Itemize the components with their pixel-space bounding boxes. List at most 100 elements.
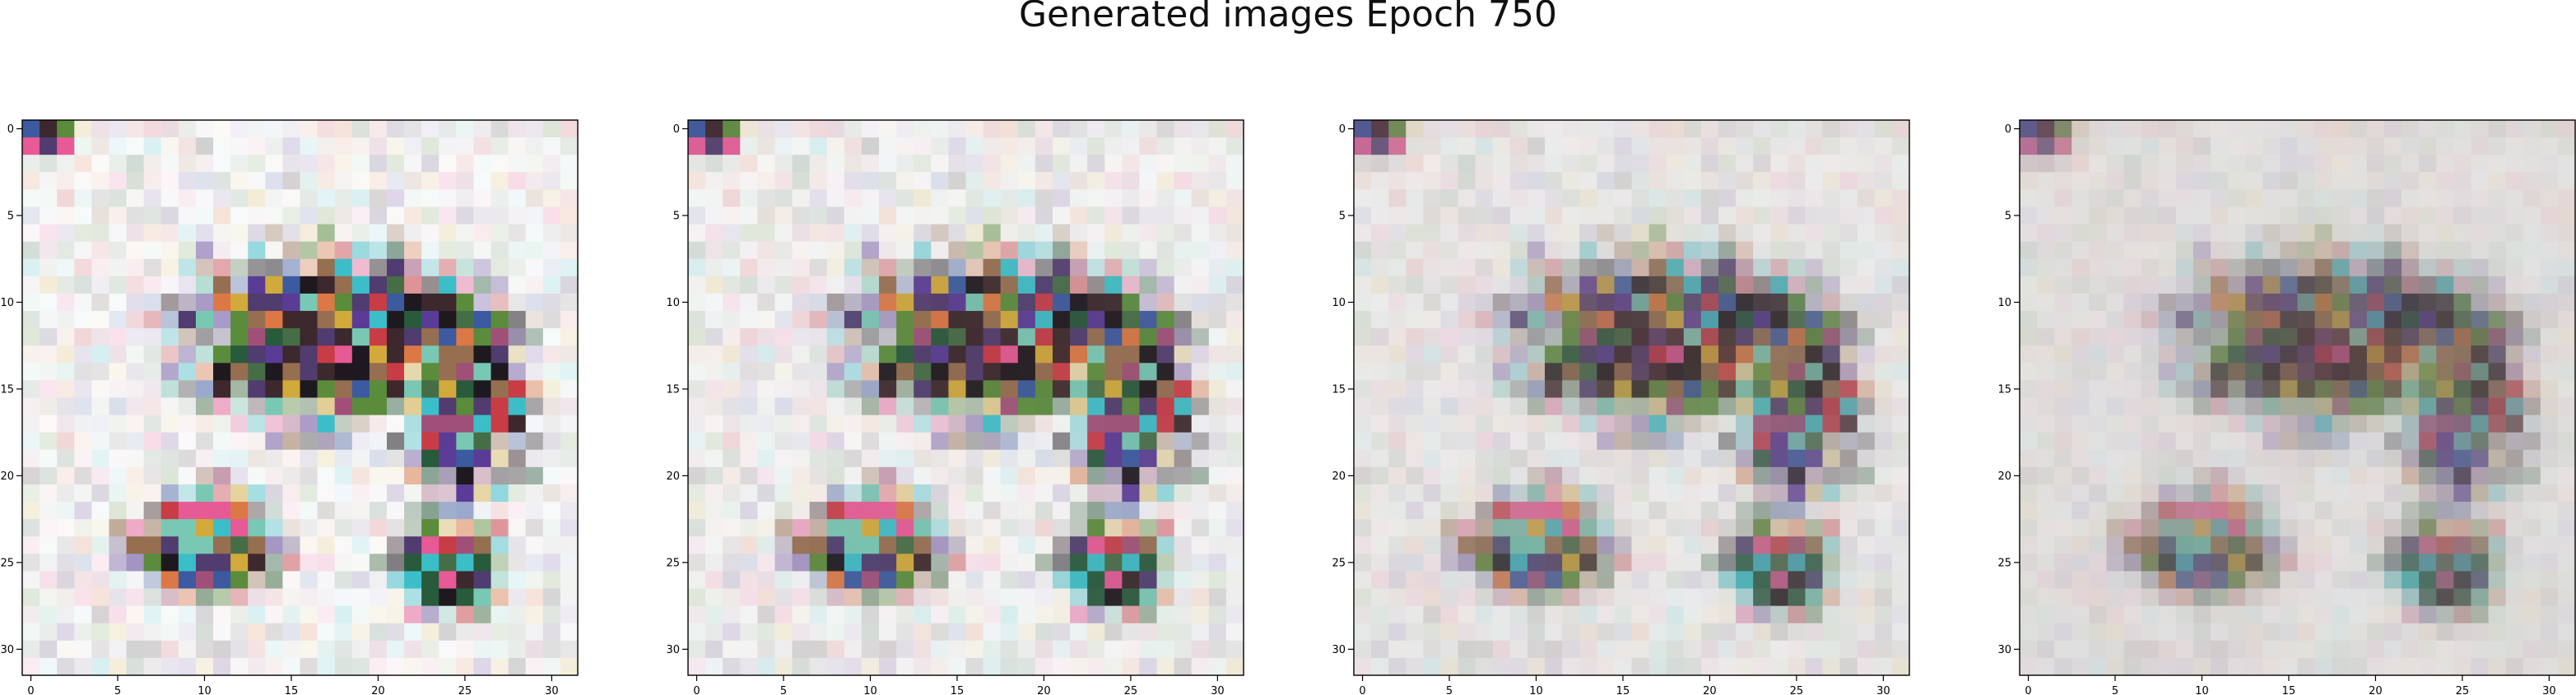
pixel-cell <box>774 397 793 415</box>
pixel-cell <box>1104 380 1123 398</box>
pixel-cell <box>809 623 828 642</box>
pixel-cell <box>2383 554 2402 572</box>
pixel-cell <box>456 120 474 138</box>
pixel-cell <box>2557 276 2576 294</box>
pixel-cell <box>2037 415 2055 433</box>
pixel-cell <box>1648 432 1667 451</box>
pixel-cell <box>525 519 544 537</box>
pixel-cell <box>2071 206 2090 225</box>
pixel-cell <box>508 657 527 676</box>
pixel-cell <box>896 449 914 468</box>
pixel-cell <box>1770 415 1788 433</box>
pixel-cell <box>1423 466 1441 485</box>
pixel-cell <box>473 623 491 642</box>
pixel-cell <box>456 241 474 260</box>
pixel-cell <box>1052 623 1071 642</box>
pixel-cell <box>160 206 179 225</box>
pixel-cell <box>1822 536 1841 554</box>
pixel-cell <box>126 224 145 243</box>
pixel-cell <box>2020 536 2038 554</box>
pixel-cell <box>525 276 544 294</box>
pixel-cell <box>965 276 983 294</box>
pixel-cell <box>508 172 527 190</box>
pixel-cell <box>1070 293 1088 312</box>
pixel-cell <box>317 120 336 138</box>
pixel-cell <box>1017 172 1036 190</box>
pixel-cell <box>1000 241 1019 260</box>
pixel-cell <box>2540 657 2559 676</box>
pixel-cell <box>1174 172 1193 190</box>
pixel-cell <box>126 155 145 173</box>
pixel-cell <box>421 657 439 676</box>
pixel-cell <box>1579 189 1597 207</box>
pixel-cell <box>1000 224 1019 243</box>
pixel-cell <box>439 484 457 503</box>
pixel-cell <box>1492 466 1511 485</box>
pixel-cell <box>2436 380 2454 398</box>
pixel-cell <box>1208 328 1227 346</box>
pixel-cell <box>22 605 40 624</box>
pixel-cell <box>2262 432 2281 451</box>
pixel-cell <box>74 137 92 155</box>
pixel-cell <box>2523 519 2541 537</box>
pixel-cell <box>2488 554 2507 572</box>
pixel-cell <box>2540 484 2559 503</box>
pixel-cell <box>143 623 162 642</box>
pixel-cell <box>1753 172 1771 190</box>
pixel-cell <box>2054 345 2072 364</box>
pixel-cell <box>351 172 370 190</box>
pixel-cell <box>2402 311 2420 329</box>
pixel-cell <box>2071 293 2090 312</box>
pixel-cell <box>2245 293 2263 312</box>
pixel-cell <box>143 155 162 173</box>
y-tick-label: 20 <box>666 470 680 483</box>
pixel-cell <box>1070 536 1088 554</box>
pixel-cell <box>1156 189 1175 207</box>
pixel-cell <box>1788 571 1806 589</box>
pixel-cell <box>1070 397 1088 415</box>
pixel-cell <box>1225 311 1244 329</box>
pixel-cell <box>1035 120 1053 138</box>
pixel-cell <box>1087 432 1105 451</box>
pixel-cell <box>1891 484 1910 503</box>
pixel-cell <box>1857 276 1876 294</box>
pixel-cell <box>1822 519 1841 537</box>
pixel-cell <box>1156 345 1175 364</box>
pixel-cell <box>2557 605 2576 624</box>
pixel-cell <box>178 241 197 260</box>
pixel-cell <box>2366 502 2385 520</box>
pixel-cell <box>2211 224 2229 243</box>
pixel-cell <box>757 172 775 190</box>
pixel-cell <box>1406 120 1424 138</box>
pixel-cell <box>2262 380 2281 398</box>
pixel-cell <box>2505 293 2524 312</box>
pixel-cell <box>826 519 845 537</box>
pixel-cell <box>1648 328 1667 346</box>
pixel-cell <box>723 363 741 381</box>
pixel-cell <box>369 502 388 520</box>
pixel-cell <box>334 155 353 173</box>
pixel-cell <box>369 224 388 243</box>
pixel-cell <box>1492 258 1511 277</box>
pixel-cell <box>2211 328 2229 346</box>
pixel-cell <box>1631 328 1649 346</box>
pixel-cell <box>1208 258 1227 277</box>
pixel-cell <box>300 137 318 155</box>
pixel-cell <box>931 120 949 138</box>
pixel-cell <box>40 155 58 173</box>
pixel-cell <box>1406 328 1424 346</box>
pixel-cell <box>143 502 162 520</box>
pixel-cell <box>1579 571 1597 589</box>
pixel-cell <box>265 502 283 520</box>
pixel-cell <box>2488 363 2507 381</box>
pixel-cell <box>2020 155 2038 173</box>
pixel-cell <box>1017 415 1036 433</box>
pixel-cell <box>508 623 527 642</box>
pixel-cell <box>1683 363 1702 381</box>
pixel-cell <box>282 519 300 537</box>
pixel-cell <box>2262 137 2281 155</box>
pixel-cell <box>1139 432 1157 451</box>
pixel-cell <box>109 380 127 398</box>
pixel-cell <box>2071 397 2090 415</box>
pixel-cell <box>826 484 845 503</box>
